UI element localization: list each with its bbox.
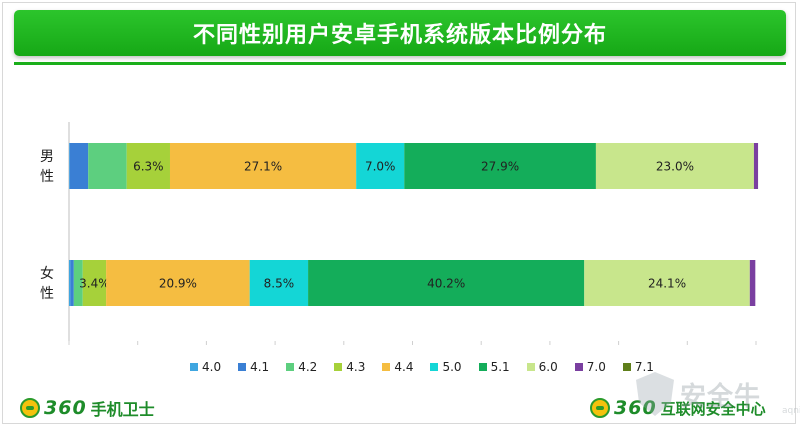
legend-label: 7.0	[586, 360, 606, 374]
bar-segment-4-2	[88, 143, 127, 189]
legend-label: 7.1	[634, 360, 654, 374]
legend-swatch	[286, 363, 295, 371]
legend-item: 4.4	[382, 360, 413, 374]
bar-segment-7-0	[749, 260, 756, 306]
bar-segment-4-1	[70, 260, 74, 306]
legend-swatch	[478, 363, 487, 371]
data-label: 6.3%	[133, 160, 164, 174]
data-label: 27.1%	[244, 160, 282, 174]
brand-name-left: 手机卫士	[90, 400, 155, 419]
bar-segment-6-0	[584, 260, 750, 306]
bar-segment-4-3	[126, 143, 170, 189]
data-label: 40.2%	[427, 277, 465, 291]
bar-segment-4-4	[106, 260, 250, 306]
legend-swatch	[430, 363, 439, 371]
brand-number-left: 360	[44, 397, 87, 419]
data-label: 27.9%	[481, 160, 519, 174]
watermark: 安全牛 aqniu.com	[636, 366, 800, 422]
legend-label: 4.4	[394, 360, 414, 374]
legend-label: 6.0	[538, 360, 558, 374]
legend-item: 6.0	[526, 360, 558, 374]
legend-label: 4.1	[250, 360, 270, 374]
category-label: 性	[40, 286, 54, 302]
bar-segment-4-0	[69, 260, 71, 306]
legend-item: 7.1	[622, 360, 654, 374]
legend-label: 4.0	[202, 360, 222, 374]
watermark-text: 安全牛	[680, 381, 762, 412]
footer-brand-right: 360 互联网安全中心	[590, 396, 766, 420]
bar-segment-5-1	[404, 143, 596, 189]
legend-item: 4.3	[334, 360, 365, 374]
legend-swatch	[382, 363, 391, 371]
footer-brand-left: 360 手机卫士	[20, 396, 155, 420]
legend-swatch	[190, 363, 198, 371]
360-logo-icon	[590, 398, 610, 418]
title-banner: 不同性别用户安卓手机系统版本比例分布	[14, 10, 786, 56]
legend-swatch	[334, 363, 343, 371]
chart-title: 不同性别用户安卓手机系统版本比例分布	[192, 23, 607, 48]
legend-item: 5.1	[478, 360, 510, 374]
legend-label: 4.3	[346, 360, 366, 374]
category-label: 男	[40, 149, 54, 165]
category-label: 性	[40, 169, 54, 185]
bar-segment-4-2	[73, 260, 83, 306]
title-divider	[14, 62, 786, 65]
legend-item: 4.0	[190, 360, 221, 374]
bar-segment-5-0	[356, 143, 405, 189]
data-label: 3.4%	[79, 277, 110, 291]
legend-item: 7.0	[574, 360, 606, 374]
legend-item: 5.0	[430, 360, 462, 374]
legend-swatch	[238, 363, 247, 371]
bar-segment-6-0	[595, 143, 754, 189]
legend-swatch	[622, 363, 631, 371]
legend-swatch	[574, 363, 583, 371]
bar-segment-4-3	[82, 260, 107, 306]
category-label: 女	[40, 265, 54, 282]
data-label: 8.5%	[264, 277, 295, 291]
legend-label: 5.1	[490, 360, 510, 374]
bar-segment-7-0	[753, 143, 759, 189]
bar-segment-4-0	[69, 143, 70, 189]
bar-segment-4-4	[169, 143, 357, 189]
legend-swatch	[526, 363, 535, 371]
data-label: 23.0%	[656, 160, 694, 174]
bar-segment-5-1	[308, 260, 585, 306]
brand-number-right: 360	[614, 397, 657, 419]
bar-segment-5-0	[249, 260, 309, 306]
data-label: 7.0%	[365, 160, 396, 174]
legend-item: 4.1	[238, 360, 269, 374]
data-label: 20.9%	[159, 277, 197, 291]
legend-label: 5.0	[442, 360, 462, 374]
chart-legend: 4.0 4.1 4.2 4.3 4.4 5.0 5.1 6.0 7.0 7.1	[190, 360, 654, 374]
chart-frame	[2, 2, 796, 424]
brand-name-right: 互联网安全中心	[660, 399, 766, 418]
shield-icon	[636, 372, 674, 416]
bar-segment-4-1	[69, 143, 89, 189]
watermark-url: aqniu.com	[782, 406, 800, 416]
360-logo-icon	[20, 398, 40, 418]
legend-item: 4.2	[286, 360, 317, 374]
legend-label: 4.2	[298, 360, 318, 374]
data-label: 24.1%	[648, 277, 686, 291]
